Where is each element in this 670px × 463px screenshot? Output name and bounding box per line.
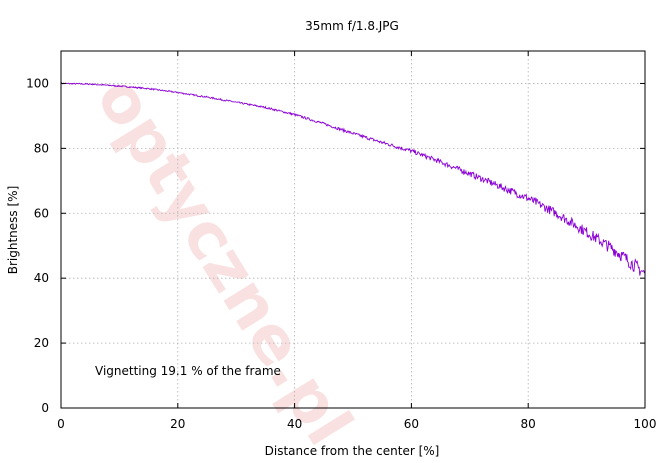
y-tick-label: 40 <box>34 271 49 285</box>
axis-ticks: 0 20 40 60 80 100 0 20 40 60 80 100 <box>26 51 656 431</box>
x-tick-label: 0 <box>57 417 65 431</box>
y-tick-label: 100 <box>26 76 49 90</box>
y-tick-label: 80 <box>34 141 49 155</box>
y-tick-label: 0 <box>41 401 49 415</box>
plot-frame <box>60 50 646 409</box>
x-tick-label: 100 <box>634 417 657 431</box>
y-axis-label: Brightness [%] <box>6 186 20 275</box>
vignetting-annotation: Vignetting 19.1 % of the frame <box>95 364 281 378</box>
x-tick-label: 80 <box>521 417 536 431</box>
watermark: optyczne.pl <box>81 64 365 458</box>
x-tick-label: 60 <box>404 417 419 431</box>
x-tick-label: 20 <box>170 417 185 431</box>
brightness-series-line <box>60 82 646 276</box>
x-axis-label: Distance from the center [%] <box>265 444 440 458</box>
y-tick-label: 20 <box>34 336 49 350</box>
y-tick-label: 60 <box>34 206 49 220</box>
x-tick-label: 40 <box>287 417 302 431</box>
chart-title: 35mm f/1.8.JPG <box>305 19 399 33</box>
grid-lines <box>61 51 645 408</box>
